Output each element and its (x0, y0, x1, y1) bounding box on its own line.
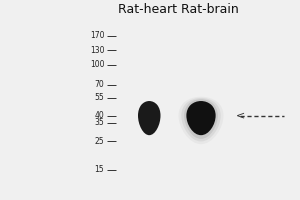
Ellipse shape (184, 99, 218, 139)
Text: 25: 25 (94, 137, 104, 146)
Text: 100: 100 (90, 60, 104, 69)
Ellipse shape (178, 97, 224, 144)
Text: 130: 130 (90, 46, 104, 55)
Text: 55: 55 (94, 93, 104, 102)
Text: 15: 15 (94, 165, 104, 174)
Ellipse shape (138, 101, 160, 135)
Text: 35: 35 (94, 118, 104, 127)
Text: <: < (236, 111, 245, 121)
Text: 70: 70 (94, 80, 104, 89)
Ellipse shape (186, 101, 216, 135)
Text: Rat-heart Rat-brain: Rat-heart Rat-brain (118, 3, 239, 16)
Ellipse shape (181, 98, 221, 141)
Text: 170: 170 (90, 31, 104, 40)
Text: 40: 40 (94, 111, 104, 120)
